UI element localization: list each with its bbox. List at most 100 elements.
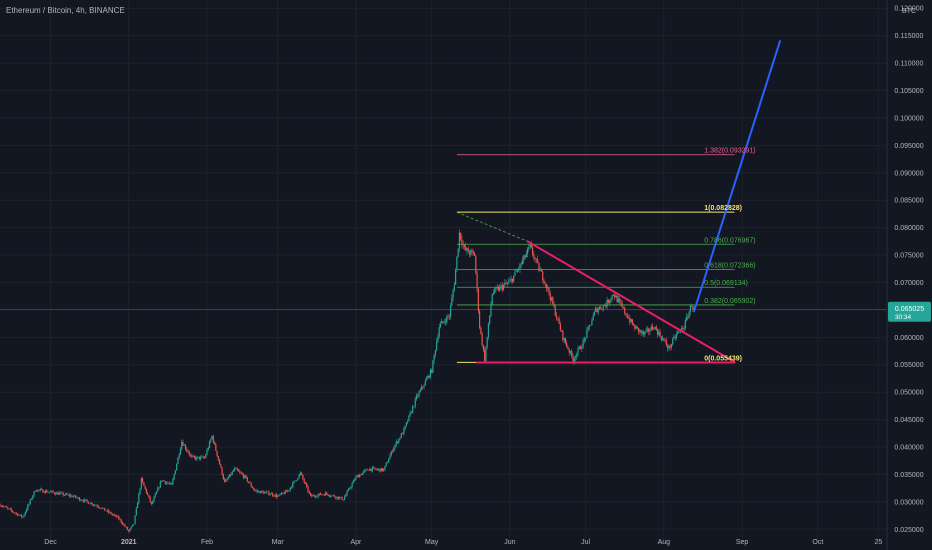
candle-body[interactable] [231,471,233,475]
candle-body[interactable] [598,307,601,310]
candle-body[interactable] [54,493,57,495]
candle-body[interactable] [519,263,521,270]
candle-body[interactable] [429,369,431,378]
candle-body[interactable] [496,287,498,289]
candle-body[interactable] [567,346,569,350]
candle-body[interactable] [569,351,572,353]
candle-body[interactable] [121,522,124,525]
candle-body[interactable] [407,421,409,423]
candle-body[interactable] [253,488,255,490]
candle-body[interactable] [163,480,165,482]
candle-body[interactable] [460,232,462,240]
candle-body[interactable] [13,511,15,513]
candle-body[interactable] [688,312,690,318]
candle-body[interactable] [612,294,614,296]
candle-body[interactable] [452,290,454,298]
candle-body[interactable] [0,504,1,507]
candle-body[interactable] [646,328,649,330]
candle-body[interactable] [258,491,260,492]
candle-body[interactable] [424,380,426,386]
candle-body[interactable] [63,494,65,496]
candle-body[interactable] [53,492,55,494]
candle-body[interactable] [41,489,43,490]
candle-body[interactable] [412,406,414,413]
candle-body[interactable] [499,286,501,291]
candle-body[interactable] [586,330,588,338]
candle-body[interactable] [371,467,373,471]
candle-body[interactable] [333,495,336,497]
candle-body[interactable] [336,496,338,499]
candle-body[interactable] [477,288,479,311]
candle-body[interactable] [509,280,511,282]
candle-body[interactable] [632,324,635,326]
candle-body[interactable] [639,330,641,332]
candle-body[interactable] [299,472,301,475]
candle-body[interactable] [165,482,168,484]
candle-body[interactable] [75,495,77,498]
candle-body[interactable] [94,504,96,506]
candle-body[interactable] [361,472,363,476]
candle-body[interactable] [615,295,617,298]
candle-body[interactable] [197,456,199,458]
candle-body[interactable] [670,344,673,348]
candle-body[interactable] [164,481,166,484]
candle-body[interactable] [195,457,197,460]
candle-body[interactable] [212,435,214,443]
candle-body[interactable] [682,328,684,330]
candle-body[interactable] [389,455,391,460]
candle-body[interactable] [216,450,218,457]
candle-body[interactable] [437,336,439,342]
candle-body[interactable] [420,386,423,390]
candle-body[interactable] [555,315,558,319]
candle-body[interactable] [409,412,411,416]
candle-body[interactable] [128,529,130,532]
candle-body[interactable] [275,494,278,497]
candle-body[interactable] [367,470,370,471]
candle-body[interactable] [481,333,483,345]
candle-body[interactable] [266,491,269,493]
candle-body[interactable] [654,326,656,330]
candle-body[interactable] [537,259,539,263]
candle-body[interactable] [413,406,415,407]
candle-body[interactable] [66,493,68,495]
candle-body[interactable] [144,485,146,489]
candle-body[interactable] [4,506,6,508]
candle-body[interactable] [651,326,654,330]
candle-body[interactable] [230,474,232,475]
candle-body[interactable] [692,306,694,310]
candle-body[interactable] [182,441,184,446]
candle-body[interactable] [85,499,87,501]
candle-body[interactable] [62,492,64,496]
candle-body[interactable] [191,455,193,457]
candle-body[interactable] [578,346,580,349]
candle-body[interactable] [456,256,458,270]
candle-body[interactable] [672,338,674,345]
candle-body[interactable] [246,477,248,482]
candle-body[interactable] [523,255,525,261]
candle-body[interactable] [43,492,45,494]
candle-body[interactable] [465,246,467,251]
candle-body[interactable] [335,496,337,499]
candle-body[interactable] [530,243,532,248]
candle-body[interactable] [10,509,12,511]
candle-body[interactable] [388,459,390,463]
candle-body[interactable] [438,327,440,337]
candle-body[interactable] [576,353,578,358]
candle-body[interactable] [177,457,179,465]
candle-body[interactable] [304,482,307,484]
candle-body[interactable] [332,495,334,496]
candle-body[interactable] [112,514,115,516]
candle-body[interactable] [691,306,693,307]
candle-body[interactable] [183,445,185,446]
candle-body[interactable] [274,494,276,497]
candle-body[interactable] [455,269,457,285]
candle-body[interactable] [689,306,691,313]
candle-body[interactable] [162,480,164,482]
candle-body[interactable] [306,483,308,487]
candle-body[interactable] [143,482,145,486]
candle-body[interactable] [311,495,313,497]
candle-body[interactable] [139,488,141,494]
candle-body[interactable] [393,447,395,452]
candle-body[interactable] [384,465,386,470]
candle-body[interactable] [250,483,252,487]
